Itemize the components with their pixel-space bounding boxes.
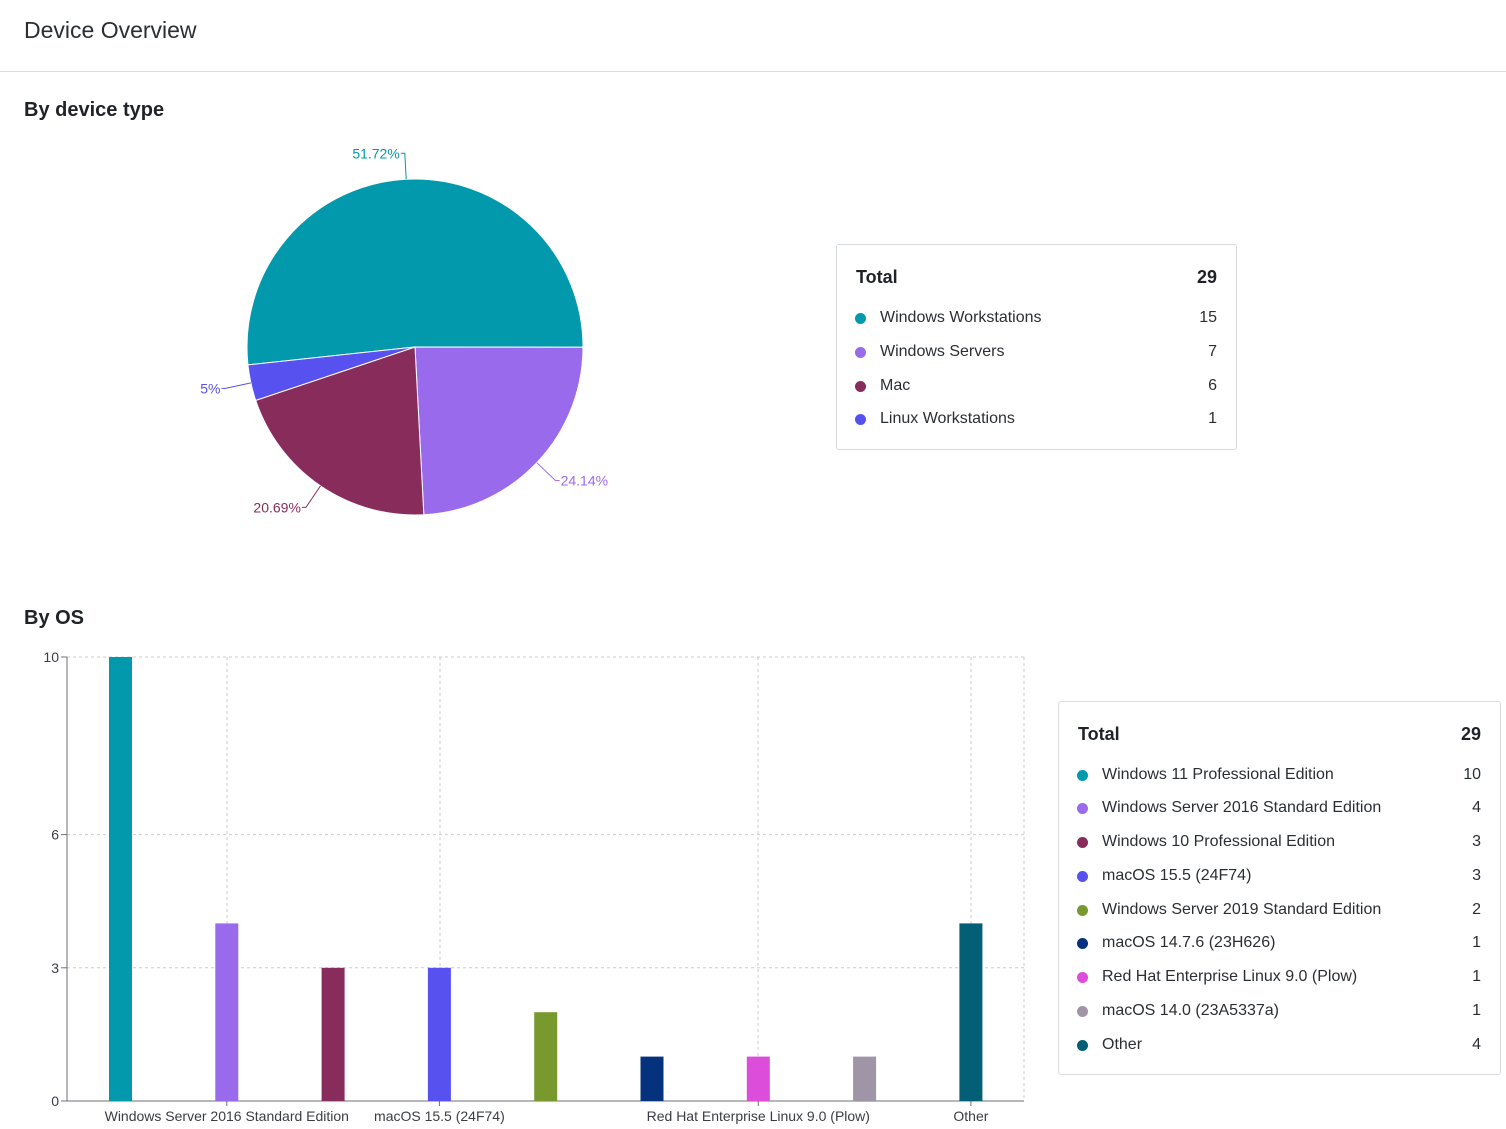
- legend-dot-icon: [855, 312, 866, 324]
- device-type-legend: Total 29 Windows Workstations 15 Windows…: [836, 244, 1237, 450]
- bar[interactable]: [534, 1012, 558, 1101]
- os-legend-item[interactable]: Windows Server 2016 Standard Edition 4: [1077, 797, 1481, 819]
- device-legend-label: Windows Workstations: [880, 309, 1042, 326]
- y-tick-label: 3: [51, 960, 59, 976]
- device-legend-value: 15: [1199, 309, 1217, 326]
- pie-percent-label: 3.45%: [200, 380, 221, 396]
- os-legend-item[interactable]: macOS 14.7.6 (23H626) 1: [1077, 932, 1481, 954]
- legend-dot-icon: [1077, 802, 1088, 814]
- legend-dot-icon: [1077, 836, 1088, 848]
- legend-dot-icon: [855, 346, 866, 358]
- os-legend-value: 3: [1472, 867, 1481, 884]
- legend-dot-icon: [855, 380, 866, 392]
- bar[interactable]: [109, 657, 132, 1101]
- bar[interactable]: [959, 923, 983, 1101]
- os-legend-value: 4: [1472, 799, 1481, 816]
- device-type-pie-chart: 51.72% 24.14% 20.69% 3.45%: [200, 145, 608, 516]
- os-legend-total-value: 29: [1460, 723, 1481, 744]
- os-legend: Total 29 Windows 11 Professional Edition…: [1058, 701, 1501, 1075]
- header-bar: Device Overview: [0, 0, 1506, 72]
- os-legend-value: 3: [1472, 833, 1481, 850]
- section-title-device-type: By device type: [24, 99, 165, 121]
- y-tick-label: 10: [43, 649, 59, 665]
- pie-percent-label: 51.72%: [352, 145, 399, 161]
- pie-label-leader-line: [536, 462, 560, 482]
- os-legend-item[interactable]: Windows 11 Professional Edition 10: [1077, 764, 1481, 786]
- os-legend-value: 1: [1472, 1002, 1481, 1019]
- x-tick-label: Red Hat Enterprise Linux 9.0 (Plow): [647, 1108, 870, 1124]
- legend-dot-icon: [1077, 769, 1088, 781]
- device-legend-label: Windows Servers: [880, 343, 1005, 360]
- x-tick-label: Windows Server 2016 Standard Edition: [105, 1108, 349, 1124]
- os-legend-label: Windows Server 2019 Standard Edition: [1102, 901, 1382, 918]
- device-legend-total-value: 29: [1196, 266, 1217, 287]
- legend-dot-icon: [855, 413, 866, 425]
- legend-dot-icon: [1077, 1005, 1088, 1017]
- os-legend-label: Windows 11 Professional Edition: [1102, 766, 1334, 783]
- os-legend-value: 4: [1472, 1036, 1481, 1053]
- os-legend-item[interactable]: macOS 14.0 (23A5337a) 1: [1077, 1000, 1481, 1022]
- pie-slice[interactable]: [414, 346, 584, 516]
- bar[interactable]: [321, 967, 345, 1101]
- os-legend-item[interactable]: Other 4: [1077, 1034, 1481, 1056]
- device-legend-total-label: Total: [856, 266, 898, 287]
- pie-slice[interactable]: [246, 178, 584, 366]
- pie-percent-label: 20.69%: [253, 499, 300, 515]
- os-legend-value: 1: [1472, 934, 1481, 951]
- x-tick-label: Other: [953, 1108, 988, 1124]
- pie-label-leader-line: [301, 485, 321, 508]
- bar[interactable]: [427, 967, 451, 1101]
- legend-dot-icon: [1077, 870, 1088, 882]
- device-legend-item[interactable]: Windows Workstations 15: [855, 307, 1217, 329]
- x-tick-label: macOS 15.5 (24F74): [374, 1108, 505, 1124]
- y-tick-label: 0: [51, 1093, 59, 1109]
- device-legend-value: 7: [1208, 343, 1217, 360]
- page-title: Device Overview: [24, 17, 197, 43]
- pie-label-leader-line: [400, 152, 407, 180]
- device-legend-item[interactable]: Mac 6: [855, 375, 1217, 397]
- os-legend-total-row: Total 29: [1078, 722, 1481, 746]
- os-legend-item[interactable]: macOS 15.5 (24F74) 3: [1077, 865, 1481, 887]
- device-legend-total-row: Total 29: [856, 265, 1217, 289]
- os-legend-label: Red Hat Enterprise Linux 9.0 (Plow): [1102, 968, 1358, 985]
- bar[interactable]: [640, 1056, 664, 1101]
- os-legend-value: 1: [1472, 968, 1481, 985]
- device-legend-label: Mac: [880, 377, 911, 394]
- os-legend-label: Windows 10 Professional Edition: [1102, 833, 1336, 850]
- pie-label-leader-line: [221, 382, 252, 389]
- os-legend-item[interactable]: Red Hat Enterprise Linux 9.0 (Plow) 1: [1077, 966, 1481, 988]
- os-legend-item[interactable]: Windows 10 Professional Edition 3: [1077, 831, 1481, 853]
- os-legend-label: Windows Server 2016 Standard Edition: [1102, 799, 1382, 816]
- device-legend-item[interactable]: Linux Workstations 1: [855, 408, 1217, 430]
- os-legend-item[interactable]: Windows Server 2019 Standard Edition 2: [1077, 899, 1481, 921]
- bar[interactable]: [853, 1056, 877, 1101]
- os-legend-label: macOS 15.5 (24F74): [1102, 867, 1252, 884]
- bar[interactable]: [215, 923, 239, 1101]
- bar[interactable]: [746, 1056, 770, 1101]
- pie-slice[interactable]: [255, 346, 425, 516]
- device-legend-label: Linux Workstations: [880, 410, 1015, 427]
- os-legend-label: Other: [1102, 1036, 1143, 1053]
- os-legend-value: 10: [1463, 766, 1481, 783]
- legend-dot-icon: [1077, 971, 1088, 983]
- legend-dot-icon: [1077, 1039, 1088, 1051]
- os-legend-label: macOS 14.7.6 (23H626): [1102, 934, 1276, 951]
- y-tick-label: 6: [51, 827, 59, 843]
- legend-dot-icon: [1077, 904, 1088, 916]
- pie-percent-label: 24.14%: [561, 473, 608, 489]
- section-title-os: By OS: [24, 607, 85, 629]
- device-legend-value: 1: [1208, 410, 1217, 427]
- device-legend-value: 6: [1208, 377, 1217, 394]
- os-legend-label: macOS 14.0 (23A5337a): [1102, 1002, 1279, 1019]
- os-legend-total-label: Total: [1078, 723, 1120, 744]
- device-legend-item[interactable]: Windows Servers 7: [855, 341, 1217, 363]
- os-legend-value: 2: [1472, 901, 1481, 918]
- legend-dot-icon: [1077, 937, 1088, 949]
- os-bar-chart: 0 3 6 10 Windows Server 2016 Standard Editio…: [43, 649, 1025, 1124]
